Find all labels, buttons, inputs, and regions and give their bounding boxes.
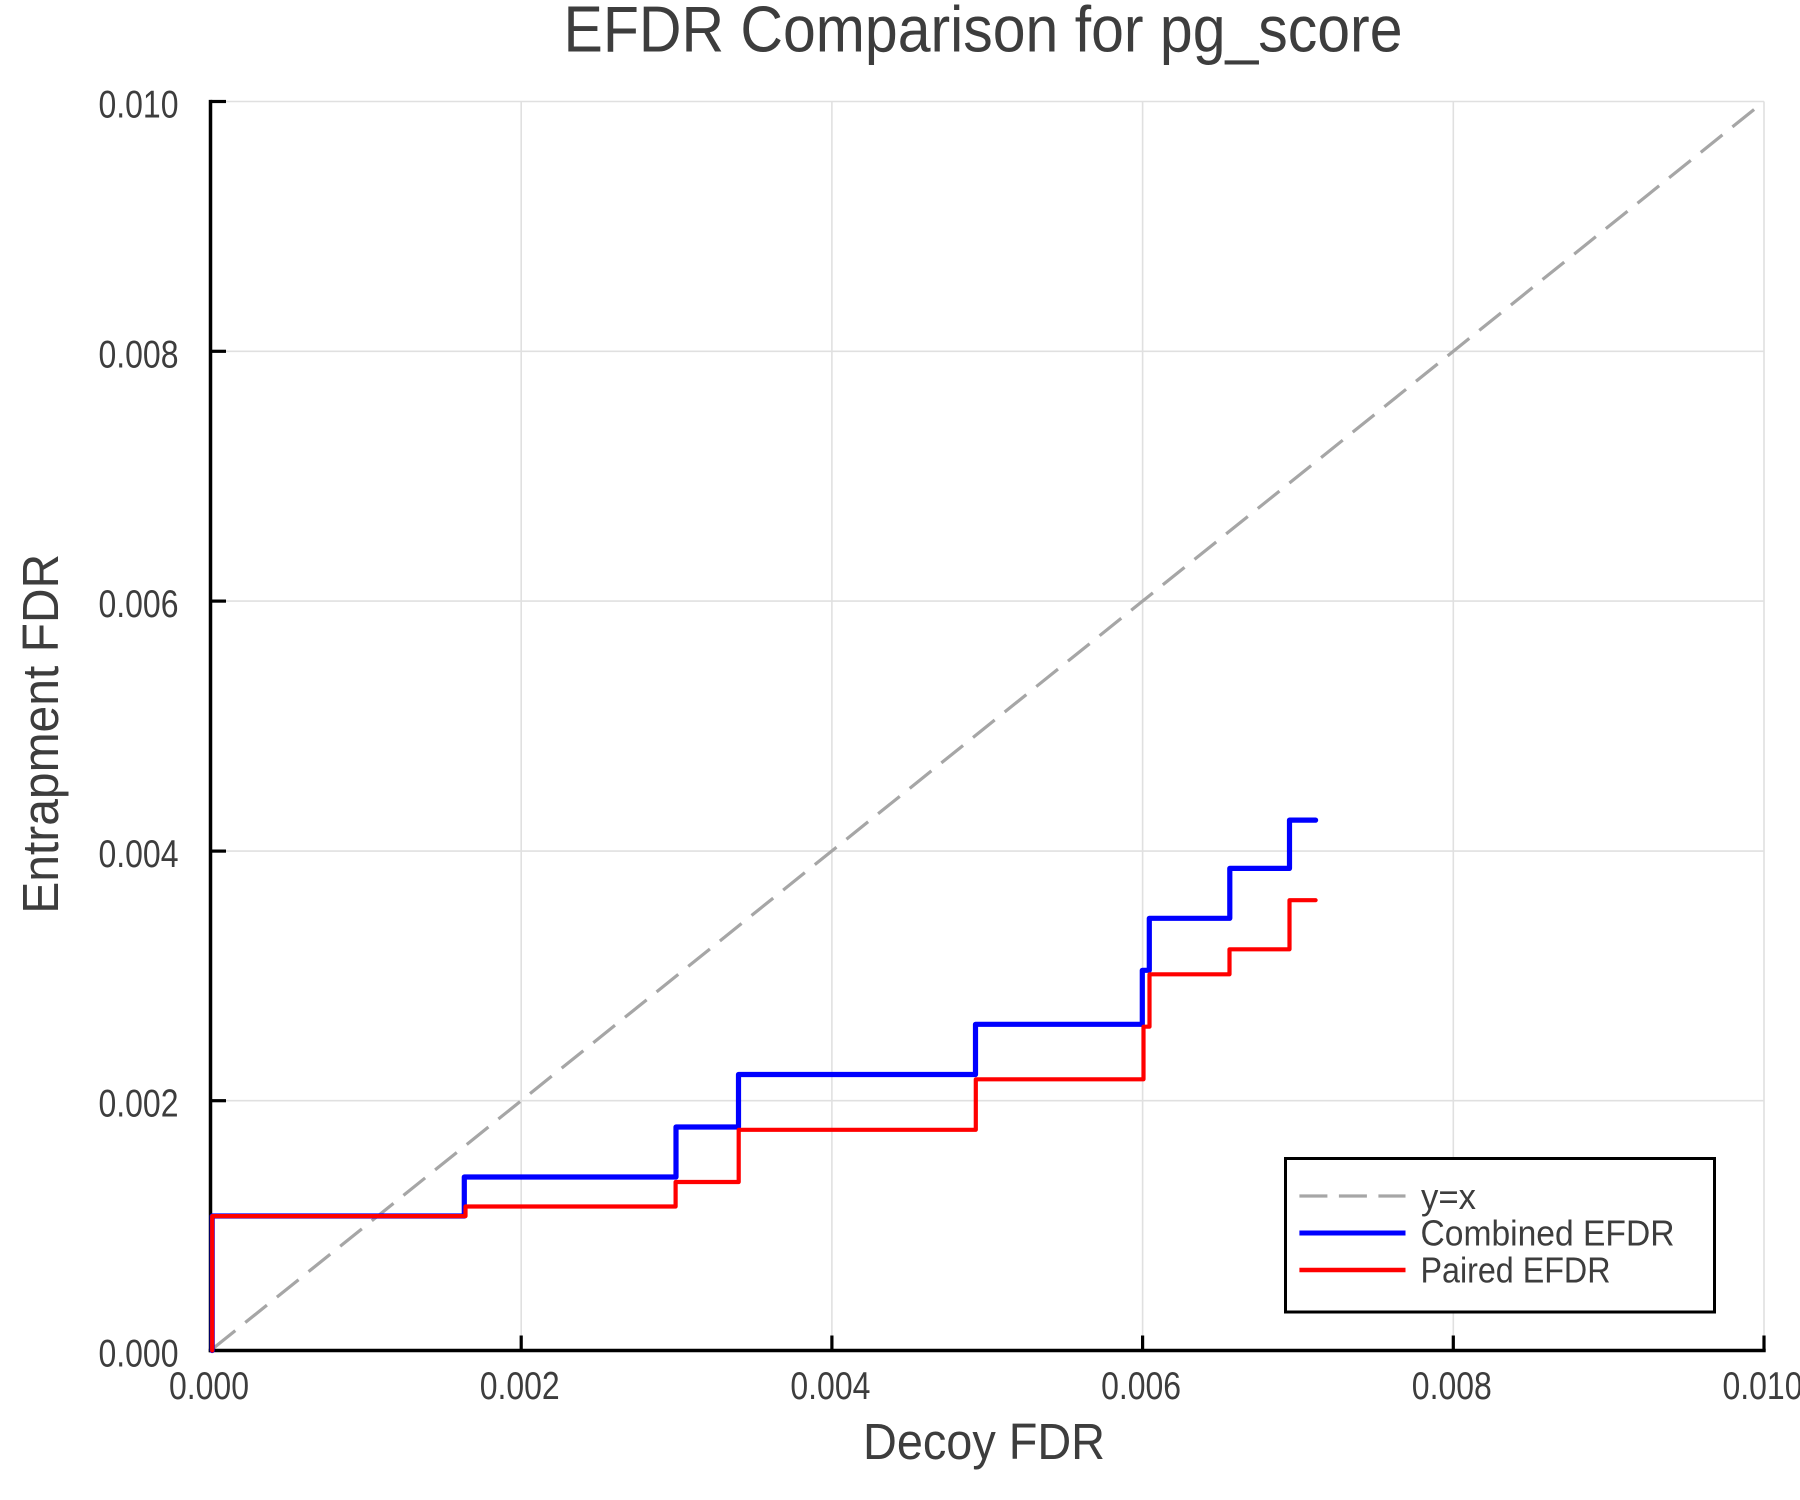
svg-text:0.006: 0.006 [99, 583, 179, 626]
svg-text:0.006: 0.006 [1101, 1365, 1181, 1408]
svg-text:Decoy FDR: Decoy FDR [863, 1413, 1105, 1470]
svg-text:0.008: 0.008 [99, 333, 179, 376]
svg-text:0.010: 0.010 [99, 84, 179, 127]
svg-text:y=x: y=x [1421, 1176, 1476, 1217]
svg-text:0.004: 0.004 [790, 1365, 870, 1408]
svg-text:0.004: 0.004 [99, 833, 179, 876]
svg-text:Combined EFDR: Combined EFDR [1421, 1213, 1675, 1254]
svg-text:0.002: 0.002 [99, 1083, 179, 1126]
svg-text:0.000: 0.000 [169, 1365, 249, 1408]
svg-text:Paired EFDR: Paired EFDR [1421, 1250, 1611, 1291]
svg-text:0.002: 0.002 [480, 1365, 560, 1408]
svg-text:EFDR Comparison for pg_score: EFDR Comparison for pg_score [564, 0, 1403, 66]
svg-text:0.010: 0.010 [1723, 1365, 1800, 1408]
svg-text:0.000: 0.000 [99, 1333, 179, 1376]
svg-text:0.008: 0.008 [1412, 1365, 1492, 1408]
svg-text:Entrapment FDR: Entrapment FDR [12, 554, 69, 914]
